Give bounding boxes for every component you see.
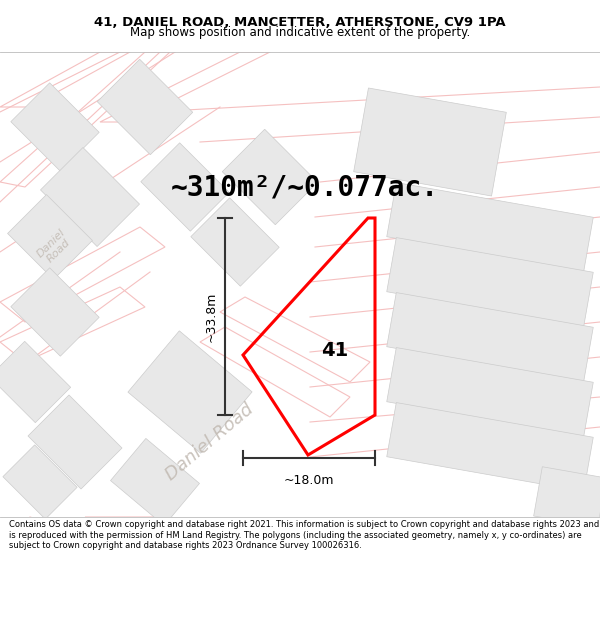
Text: 41: 41 <box>322 341 349 359</box>
Text: Map shows position and indicative extent of the property.: Map shows position and indicative extent… <box>130 26 470 39</box>
Text: Daniel
Road: Daniel Road <box>35 227 75 268</box>
Polygon shape <box>222 129 318 225</box>
Polygon shape <box>28 395 122 489</box>
Polygon shape <box>353 88 506 196</box>
Text: ~18.0m: ~18.0m <box>284 474 334 487</box>
Polygon shape <box>387 238 593 326</box>
Text: Daniel Road: Daniel Road <box>163 400 257 484</box>
Polygon shape <box>110 438 199 526</box>
Text: ~310m²/~0.077ac.: ~310m²/~0.077ac. <box>171 173 439 201</box>
Polygon shape <box>387 182 593 271</box>
Polygon shape <box>11 268 99 356</box>
Polygon shape <box>11 82 99 171</box>
Polygon shape <box>387 348 593 436</box>
Polygon shape <box>141 142 229 231</box>
Polygon shape <box>387 402 593 491</box>
Polygon shape <box>0 341 71 422</box>
Text: Contains OS data © Crown copyright and database right 2021. This information is : Contains OS data © Crown copyright and d… <box>9 520 599 550</box>
Text: ~33.8m: ~33.8m <box>205 291 218 342</box>
Polygon shape <box>128 331 252 453</box>
Polygon shape <box>191 198 279 286</box>
Polygon shape <box>97 59 193 155</box>
Polygon shape <box>3 445 77 519</box>
Text: 41, DANIEL ROAD, MANCETTER, ATHERSTONE, CV9 1PA: 41, DANIEL ROAD, MANCETTER, ATHERSTONE, … <box>94 16 506 29</box>
Polygon shape <box>8 194 92 279</box>
Polygon shape <box>41 148 139 246</box>
Polygon shape <box>533 467 600 528</box>
Polygon shape <box>387 292 593 381</box>
